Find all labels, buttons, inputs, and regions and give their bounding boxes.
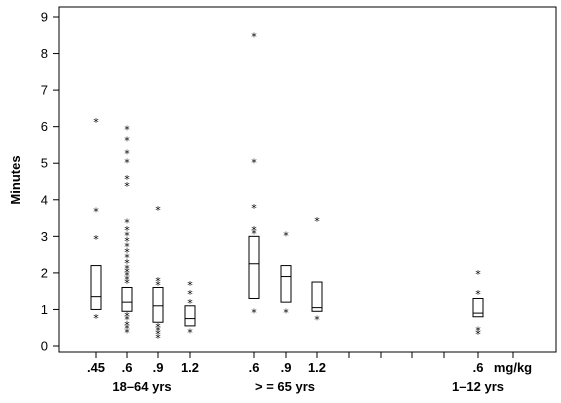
y-tick-label: 5 (41, 156, 48, 171)
outlier-point: * (93, 116, 99, 129)
x-unit-label: mg/kg (494, 360, 532, 375)
outlier-point: * (124, 224, 130, 237)
outlier-point: * (187, 279, 193, 292)
outlier-point: * (124, 156, 130, 169)
outlier-point: * (124, 266, 130, 279)
outlier-point: * (124, 270, 130, 283)
x-category-label: .45 (87, 360, 105, 375)
outlier-point: * (124, 180, 130, 193)
outlier-point: * (124, 323, 130, 336)
outlier-point: * (124, 314, 130, 327)
outlier-point: * (251, 228, 257, 241)
outlier-point: * (283, 230, 289, 243)
x-group-label: 1–12 yrs (452, 379, 504, 394)
box-iqr (472, 297, 484, 318)
outlier-point: * (155, 279, 161, 292)
box-iqr (280, 265, 292, 303)
box-iqr (184, 305, 196, 327)
x-category-label: .9 (281, 360, 292, 375)
outlier-point: * (93, 206, 99, 219)
y-tick-label: 3 (41, 229, 48, 244)
box-> = 65 yrs-.9: ** (280, 230, 292, 319)
x-category-label: .6 (122, 360, 133, 375)
box-18–64 yrs-.45: * * * * (90, 116, 102, 325)
outlier-point: * (124, 257, 130, 270)
outlier-point: * (124, 246, 130, 259)
outlier-point: * (155, 204, 161, 217)
outlier-point: * (475, 288, 481, 301)
x-category-label: .6 (249, 360, 260, 375)
outlier-point: * (251, 306, 257, 319)
boxes-layer: ****************************************… (90, 30, 484, 345)
outlier-point: * (155, 328, 161, 341)
outlier-point: * (124, 326, 130, 339)
outlier-point: * (251, 202, 257, 215)
y-tick-label: 1 (41, 302, 48, 317)
box-> = 65 yrs-1.2: ** (311, 215, 323, 327)
outlier-point: * (124, 262, 130, 275)
outlier-point: * (283, 306, 289, 319)
outlier-point: * (124, 134, 130, 147)
outlier-point: * (155, 321, 161, 334)
x-category-label: 1.2 (308, 360, 326, 375)
outlier-point: * (124, 273, 130, 286)
box-1–12 yrs-.6: **** (472, 268, 484, 341)
outlier-point: * (187, 297, 193, 310)
outlier-point: * (124, 277, 130, 290)
box-iqr (90, 265, 102, 310)
y-tick-label: 6 (41, 119, 48, 134)
outlier-point: * (124, 123, 130, 136)
outlier-point: * (251, 30, 257, 43)
plot-frame (58, 6, 557, 353)
outlier-point: * (155, 275, 161, 288)
box-> = 65 yrs-.6: ****** (248, 30, 260, 319)
x-axis: .45 .6 .9 1.2 18–64 yrs .6 .9 1.2 > = 65 yrs .6 1–… (87, 352, 514, 394)
box-iqr (152, 287, 164, 323)
outlier-point: * (124, 235, 130, 248)
x-category-label: .6 (473, 360, 484, 375)
outlier-point: * (124, 230, 130, 243)
x-group-label: 18–64 yrs (112, 379, 171, 394)
outlier-point: * (187, 326, 193, 339)
y-tick-label: 9 (41, 10, 48, 25)
x-group-label: > = 65 yrs (255, 379, 315, 394)
outlier-point: * (124, 319, 130, 332)
y-axis-label: Minutes (8, 155, 23, 204)
outlier-point: * (251, 224, 257, 237)
y-tick-label: 0 (41, 339, 48, 354)
outlier-point: * (124, 147, 130, 160)
outlier-point: * (187, 288, 193, 301)
box-18–64 yrs-.6: ************************ (121, 123, 133, 339)
y-tick-label: 4 (41, 192, 48, 207)
outlier-point: * (124, 240, 130, 253)
outlier-point: * (155, 325, 161, 338)
outlier-point: * (93, 312, 99, 325)
y-tick-label: 8 (41, 46, 48, 61)
outlier-point: * (93, 233, 99, 246)
box-iqr (311, 281, 323, 312)
outlier-point: * (475, 325, 481, 338)
outlier-point: * (251, 156, 257, 169)
outlier-point: * (124, 173, 130, 186)
y-axis: 0 1 2 3 4 5 6 7 8 9 (41, 10, 59, 354)
box-18–64 yrs-1.2: **** (184, 279, 196, 339)
x-category-label: .9 (153, 360, 164, 375)
outlier-point: * (475, 268, 481, 281)
outlier-point: * (124, 217, 130, 230)
outlier-point: * (314, 215, 320, 228)
outlier-point: * (124, 310, 130, 323)
outlier-point: * (155, 332, 161, 345)
box-iqr (121, 287, 133, 312)
y-tick-label: 7 (41, 83, 48, 98)
outlier-point: * (124, 251, 130, 264)
outlier-point: * (475, 328, 481, 341)
y-tick-label: 2 (41, 265, 48, 280)
x-category-label: 1.2 (181, 360, 199, 375)
outlier-point: * (314, 314, 320, 327)
box-18–64 yrs-.9: ******* (152, 204, 164, 345)
box-iqr (248, 235, 260, 299)
